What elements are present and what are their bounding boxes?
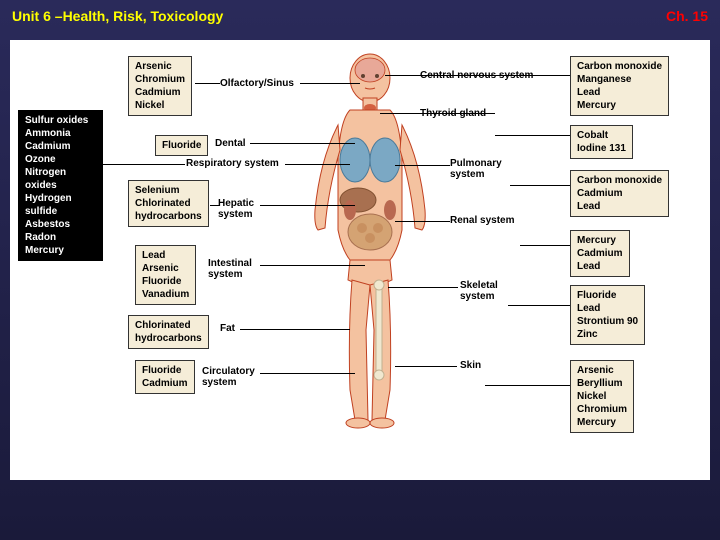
- toxin-box-left-5: FluorideCadmium: [135, 360, 195, 394]
- system-label-right-4: Skeletal system: [460, 280, 498, 302]
- list-item: Lead: [577, 260, 623, 273]
- list-item: Cobalt: [577, 129, 626, 142]
- list-item: Cadmium: [25, 140, 96, 153]
- list-item: Mercury: [577, 416, 627, 429]
- toxin-box-left-3: LeadArsenicFluorideVanadium: [135, 245, 196, 305]
- connector-line: [300, 83, 360, 84]
- connector-line: [260, 265, 365, 266]
- list-item: Ammonia: [25, 127, 96, 140]
- connector-line: [260, 205, 355, 206]
- list-item: Carbon monoxide: [577, 174, 662, 187]
- list-item: Cadmium: [142, 377, 188, 390]
- respiratory-toxins-box: Sulfur oxides Ammonia Cadmium Ozone Nitr…: [18, 110, 103, 261]
- list-item: Cadmium: [135, 86, 185, 99]
- list-item: Fluoride: [577, 289, 638, 302]
- connector-line: [508, 305, 570, 306]
- list-item: Nitrogen oxides: [25, 166, 96, 192]
- toxin-box-right-0: Carbon monoxideManganeseLeadMercury: [570, 56, 669, 116]
- list-item: Chromium: [577, 403, 627, 416]
- list-item: Beryllium: [577, 377, 627, 390]
- system-label-left-4: Intestinal system: [208, 258, 252, 280]
- list-item: Strontium 90: [577, 315, 638, 328]
- list-item: Asbestos: [25, 218, 96, 231]
- list-item: Lead: [142, 249, 189, 262]
- list-item: Manganese: [577, 73, 662, 86]
- connector-line: [395, 366, 457, 367]
- toxin-box-right-1: CobaltIodine 131: [570, 125, 633, 159]
- list-item: Radon: [25, 231, 96, 244]
- system-label-right-5: Skin: [460, 360, 481, 371]
- list-item: Iodine 131: [577, 142, 626, 155]
- list-item: Cadmium: [577, 247, 623, 260]
- system-label-right-2: Pulmonary system: [450, 158, 502, 180]
- list-item: Fluoride: [162, 139, 201, 152]
- connector-line: [210, 205, 220, 206]
- toxin-box-right-4: FluorideLeadStrontium 90Zinc: [570, 285, 645, 345]
- toxin-box-right-5: ArsenicBerylliumNickelChromiumMercury: [570, 360, 634, 433]
- connector-line: [240, 329, 350, 330]
- connector-line: [535, 75, 570, 76]
- list-item: Sulfur oxides: [25, 114, 96, 127]
- list-item: Ozone: [25, 153, 96, 166]
- list-item: Arsenic: [135, 60, 185, 73]
- list-item: Chlorinated: [135, 197, 202, 210]
- connector-line: [520, 245, 570, 246]
- system-label-right-3: Renal system: [450, 215, 514, 226]
- list-item: Chlorinated: [135, 319, 202, 332]
- toxin-box-left-2: SeleniumChlorinatedhydrocarbons: [128, 180, 209, 227]
- list-item: Hydrogen sulfide: [25, 192, 96, 218]
- list-item: Lead: [577, 86, 662, 99]
- connector-line: [485, 385, 570, 386]
- connector-line: [195, 83, 220, 84]
- toxin-box-left-4: Chlorinatedhydrocarbons: [128, 315, 209, 349]
- chapter-label: Ch. 15: [666, 8, 708, 24]
- connector-line: [380, 113, 495, 114]
- list-item: Mercury: [577, 99, 662, 112]
- list-item: Nickel: [577, 390, 627, 403]
- list-item: Arsenic: [577, 364, 627, 377]
- list-item: Fluoride: [142, 275, 189, 288]
- system-label-left-0: Olfactory/Sinus: [220, 78, 294, 89]
- list-item: Arsenic: [142, 262, 189, 275]
- list-item: Chromium: [135, 73, 185, 86]
- list-item: Vanadium: [142, 288, 189, 301]
- connector-line: [388, 287, 458, 288]
- connector-line: [395, 165, 450, 166]
- connector-line: [250, 143, 355, 144]
- list-item: hydrocarbons: [135, 210, 202, 223]
- toxin-box-right-2: Carbon monoxideCadmiumLead: [570, 170, 669, 217]
- system-label-left-6: Circulatory system: [202, 366, 255, 388]
- system-label-left-2: Respiratory system: [186, 158, 279, 169]
- connector-line: [285, 164, 350, 165]
- list-item: Carbon monoxide: [577, 60, 662, 73]
- connector-line: [395, 221, 450, 222]
- list-item: Mercury: [25, 244, 96, 257]
- toxin-box-left-0: ArsenicChromiumCadmiumNickel: [128, 56, 192, 116]
- list-item: Lead: [577, 200, 662, 213]
- connector-line: [260, 373, 355, 374]
- connector-line: [495, 135, 570, 136]
- list-item: hydrocarbons: [135, 332, 202, 345]
- unit-title: Unit 6 –Health, Risk, Toxicology: [12, 8, 223, 24]
- list-item: Cadmium: [577, 187, 662, 200]
- anatomy-diagram: Sulfur oxides Ammonia Cadmium Ozone Nitr…: [10, 40, 710, 480]
- connector-line: [103, 164, 185, 165]
- system-label-left-5: Fat: [220, 323, 235, 334]
- system-label-left-3: Hepatic system: [218, 198, 254, 220]
- connector-line: [510, 185, 570, 186]
- list-item: Selenium: [135, 184, 202, 197]
- list-item: Fluoride: [142, 364, 188, 377]
- list-item: Mercury: [577, 234, 623, 247]
- list-item: Lead: [577, 302, 638, 315]
- list-item: Nickel: [135, 99, 185, 112]
- connector-line: [385, 75, 535, 76]
- system-label-left-1: Dental: [215, 138, 246, 149]
- toxin-box-left-1: Fluoride: [155, 135, 208, 156]
- toxin-box-right-3: MercuryCadmiumLead: [570, 230, 630, 277]
- list-item: Zinc: [577, 328, 638, 341]
